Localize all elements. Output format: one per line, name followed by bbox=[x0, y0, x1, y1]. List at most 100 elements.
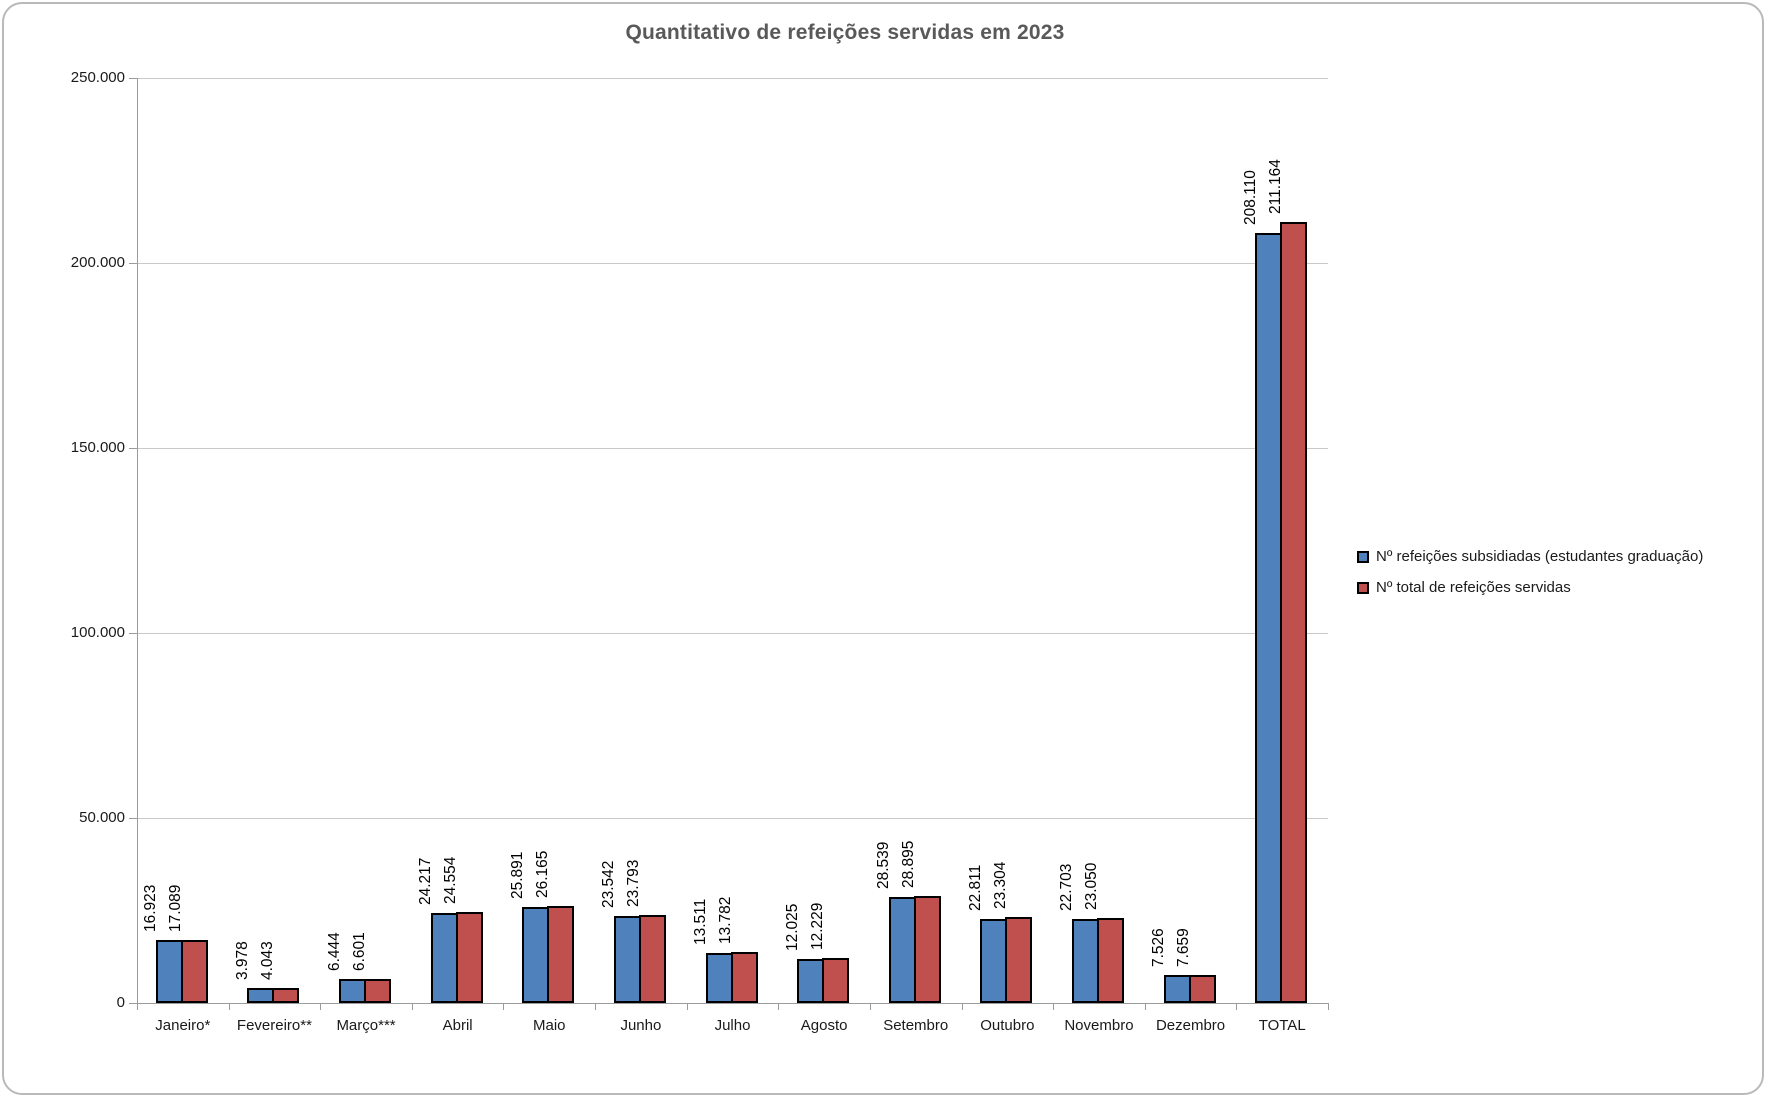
x-axis-label-junho: Junho bbox=[620, 1017, 662, 1034]
data-label-series1-total: 208.110 bbox=[1241, 170, 1259, 225]
data-label-series2-abril: 24.554 bbox=[442, 856, 460, 905]
x-axis-label-marco: Março*** bbox=[336, 1017, 396, 1034]
y-axis-tick bbox=[129, 633, 137, 634]
bar-series2-fevereiro bbox=[272, 988, 300, 1003]
plot-area: 16.923 17.089 3.978 4.043 6.444 6.601 24.217 24… bbox=[137, 78, 1329, 1034]
x-axis-line bbox=[137, 1003, 1328, 1004]
data-label-series2-junho: 23.793 bbox=[625, 859, 643, 907]
gridline bbox=[137, 633, 1328, 634]
data-label-series1-abril: 24.217 bbox=[417, 857, 435, 906]
legend-item-series1: Nº refeições subsidiadas (estudantes gra… bbox=[1357, 548, 1703, 565]
x-axis-label-novembro: Novembro bbox=[1064, 1017, 1134, 1034]
data-label-series1-dezembro: 7.526 bbox=[1150, 928, 1168, 968]
x-axis-tick bbox=[503, 1003, 505, 1010]
legend-marker-series2-icon bbox=[1357, 581, 1369, 594]
data-label-series1-novembro: 22.703 bbox=[1058, 863, 1076, 911]
bar-series2-abril bbox=[455, 912, 483, 1003]
bar-series1-marco bbox=[339, 979, 367, 1003]
bar-series1-agosto bbox=[797, 958, 825, 1003]
bar-series1-dezembro bbox=[1163, 975, 1191, 1003]
x-axis-label-fevereiro: Fevereiro** bbox=[236, 1017, 312, 1034]
data-label-series2-total: 211.164 bbox=[1266, 158, 1284, 214]
y-axis-line bbox=[137, 78, 138, 1003]
y-axis-tick-label: 250.000 bbox=[70, 69, 125, 86]
data-label-series1-marco: 6.444 bbox=[325, 932, 343, 972]
gridline bbox=[137, 263, 1328, 264]
y-axis-tick bbox=[129, 448, 137, 449]
x-axis-label-outubro: Outubro bbox=[980, 1017, 1035, 1034]
x-axis-tick bbox=[137, 1003, 138, 1010]
bar-series1-abril bbox=[430, 913, 458, 1003]
y-axis-tick-label: 200.000 bbox=[70, 254, 125, 271]
data-label-series1-outubro: 22.811 bbox=[966, 864, 984, 911]
y-axis-tick-label: 150.000 bbox=[70, 439, 125, 456]
bar-series1-junho bbox=[613, 915, 641, 1003]
x-axis-tick bbox=[320, 1003, 322, 1010]
x-axis-label-setembro: Setembro bbox=[883, 1017, 949, 1034]
bar-series2-marco bbox=[364, 978, 392, 1003]
bar-series1-setembro bbox=[888, 897, 916, 1003]
bar-series2-julho bbox=[730, 952, 758, 1003]
data-label-series1-junho: 23.542 bbox=[600, 860, 618, 908]
legend-label-series1: Nº refeições subsidiadas (estudantes gra… bbox=[1376, 548, 1704, 565]
bar-series1-total bbox=[1255, 232, 1283, 1003]
data-label-series2-novembro: 23.050 bbox=[1083, 862, 1101, 910]
y-axis-tick bbox=[129, 78, 137, 79]
data-label-series2-outubro: 23.304 bbox=[991, 861, 1009, 909]
bar-series2-total bbox=[1280, 221, 1308, 1003]
x-axis-tick bbox=[1328, 1003, 1329, 1010]
legend-label-series2: Nº total de refeições servidas bbox=[1376, 579, 1571, 596]
bar-series1-maio bbox=[522, 907, 550, 1003]
data-label-series2-setembro: 28.895 bbox=[900, 840, 918, 889]
data-label-series2-agosto: 12.229 bbox=[808, 902, 826, 950]
data-label-series2-fevereiro: 4.043 bbox=[258, 941, 276, 981]
legend: Nº refeições subsidiadas (estudantes gra… bbox=[1357, 548, 1703, 610]
data-label-series2-janeiro: 17.089 bbox=[167, 884, 185, 932]
data-label-series1-agosto: 12.025 bbox=[783, 903, 801, 951]
data-label-series1-julho: 13.511 bbox=[692, 898, 709, 945]
bar-series2-novembro bbox=[1096, 917, 1124, 1003]
x-axis-label-agosto: Agosto bbox=[800, 1017, 848, 1034]
chart-title: Quantitativo de refeições servidas em 20… bbox=[625, 21, 1065, 44]
y-axis-tick bbox=[129, 1003, 137, 1004]
x-axis-label-janeiro: Janeiro* bbox=[155, 1017, 211, 1034]
bar-series2-agosto bbox=[822, 957, 850, 1003]
data-label-series1-janeiro: 16.923 bbox=[142, 884, 160, 933]
y-axis-tick-label: 50.000 bbox=[79, 809, 125, 826]
x-axis-label-abril: Abril bbox=[442, 1017, 473, 1034]
data-label-series1-maio: 25.891 bbox=[508, 851, 526, 900]
x-axis-tick bbox=[228, 1003, 230, 1010]
x-axis-tick bbox=[595, 1003, 597, 1010]
data-label-series1-fevereiro: 3.978 bbox=[233, 941, 251, 981]
y-axis-tick bbox=[129, 818, 137, 819]
bar-series2-janeiro bbox=[180, 939, 208, 1003]
x-axis-label-julho: Julho bbox=[714, 1017, 751, 1034]
y-axis-tick bbox=[129, 263, 137, 264]
bar-series1-novembro bbox=[1071, 918, 1099, 1003]
x-axis-tick bbox=[411, 1003, 413, 1010]
data-label-series1-setembro: 28.539 bbox=[875, 841, 893, 890]
legend-marker-series1-icon bbox=[1357, 550, 1369, 563]
x-axis-tick bbox=[1053, 1003, 1055, 1010]
x-axis-tick bbox=[961, 1003, 963, 1010]
x-axis-tick bbox=[778, 1003, 780, 1010]
x-axis-label-maio: Maio bbox=[533, 1017, 566, 1034]
bar-series1-outubro bbox=[980, 918, 1008, 1003]
bar-series1-janeiro bbox=[155, 940, 183, 1003]
x-axis-tick bbox=[869, 1003, 871, 1010]
data-label-series2-maio: 26.165 bbox=[533, 850, 551, 899]
data-label-series2-marco: 6.601 bbox=[350, 931, 368, 971]
y-axis-tick-label: 100.000 bbox=[70, 624, 125, 641]
y-axis-tick-label: 0 bbox=[116, 994, 125, 1011]
data-label-series2-julho: 13.782 bbox=[717, 896, 734, 944]
bar-series1-fevereiro bbox=[247, 988, 275, 1003]
bar-series2-maio bbox=[547, 906, 575, 1003]
x-axis-tick bbox=[1236, 1003, 1238, 1010]
bar-series2-setembro bbox=[913, 896, 941, 1003]
bar-series2-junho bbox=[638, 914, 666, 1003]
bar-series2-dezembro bbox=[1188, 974, 1216, 1003]
gridline bbox=[137, 818, 1328, 819]
x-axis-label-total: TOTAL bbox=[1258, 1017, 1306, 1034]
gridline bbox=[137, 448, 1328, 449]
